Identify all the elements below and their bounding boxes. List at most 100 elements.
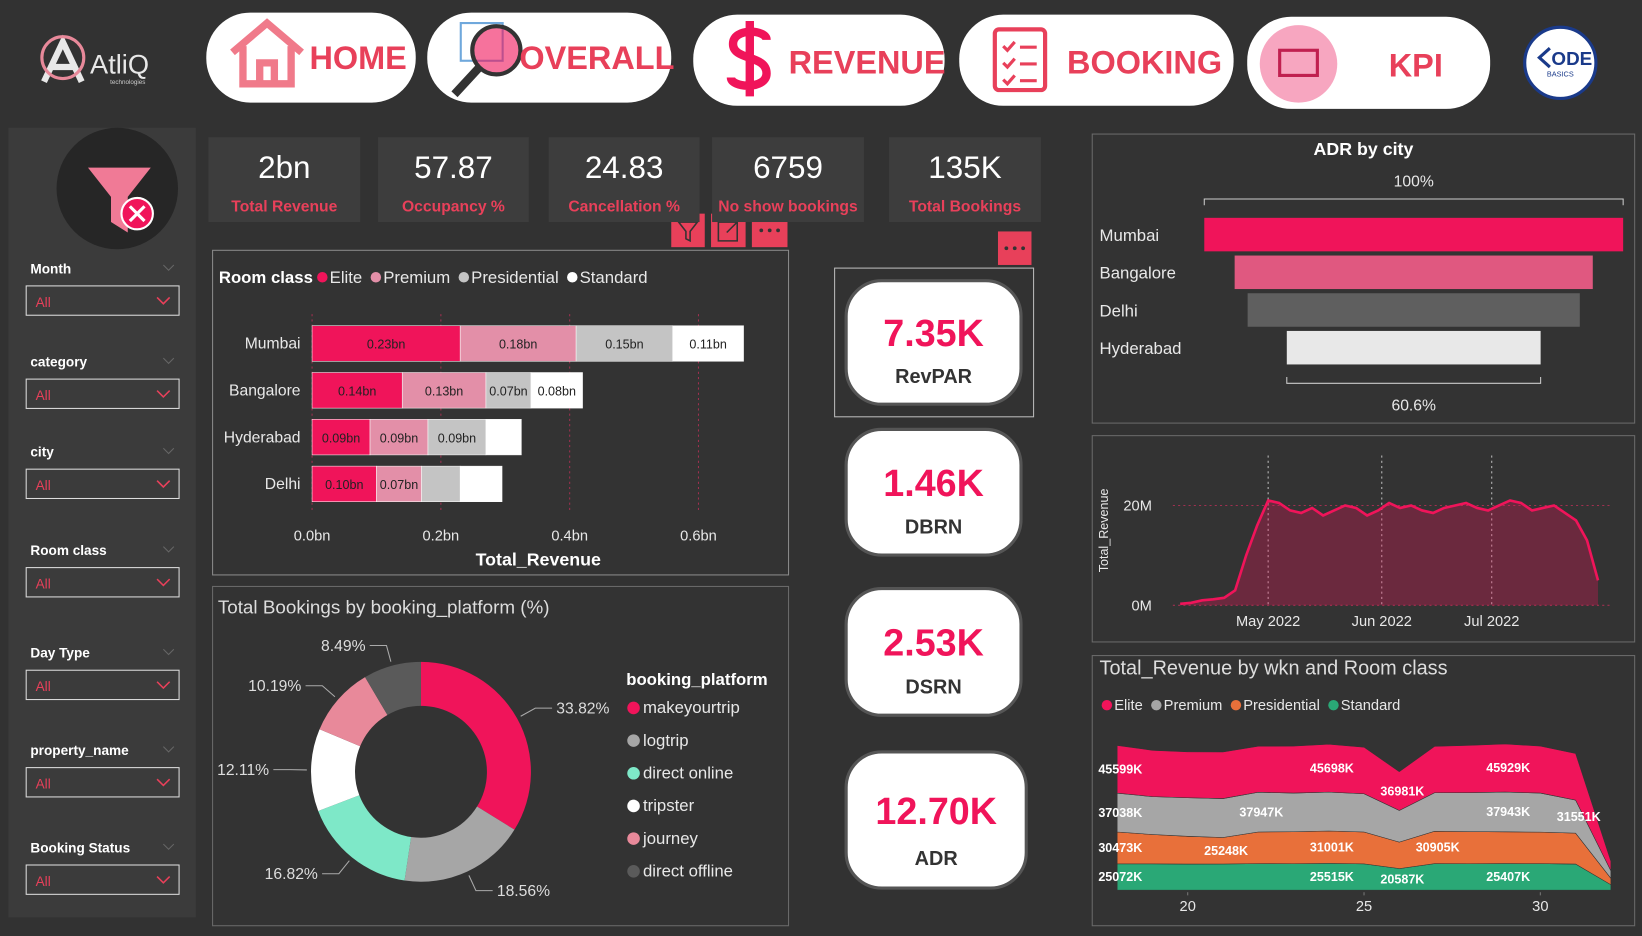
legend-marker <box>627 702 640 715</box>
metric-value: 12.70K <box>875 790 997 832</box>
filter-label: category <box>30 355 87 370</box>
metric-label: DBRN <box>905 517 962 539</box>
kpi-value: 135K <box>928 150 1001 185</box>
dropdown-value: All <box>36 295 51 310</box>
dropdown-value: All <box>36 874 51 889</box>
legend-marker <box>627 832 640 845</box>
dropdown-value: All <box>36 388 51 403</box>
dropdown-value: All <box>36 478 51 493</box>
nav-overall[interactable]: OVERALL <box>427 13 674 103</box>
x-tick-label: 20 <box>1180 899 1196 915</box>
kpi-icon <box>1260 25 1337 102</box>
data-label: 33.82% <box>556 700 609 717</box>
kpi-label: Total Bookings <box>909 199 1021 216</box>
x-tick-label: 30 <box>1532 899 1548 915</box>
filter-label: Month <box>30 261 71 276</box>
data-label: 0.08bn <box>538 385 576 399</box>
clear-filters[interactable] <box>57 128 178 249</box>
ribbon-band <box>1117 863 1611 890</box>
dropdown-value: All <box>36 777 51 792</box>
kpi-value: 24.83 <box>585 150 664 185</box>
legend-marker <box>1328 700 1338 710</box>
legend-title: booking_platform <box>626 670 767 689</box>
data-label: 0.13bn <box>425 385 463 399</box>
conversion-label: 60.6% <box>1391 398 1436 415</box>
dot <box>768 229 772 233</box>
data-label: 25515K <box>1310 870 1354 884</box>
legend-marker <box>1151 700 1161 710</box>
x-tick-label: May 2022 <box>1236 614 1300 630</box>
nav-booking[interactable]: BOOKING <box>959 15 1233 106</box>
conversion-label: 100% <box>1394 173 1434 190</box>
legend-marker <box>627 767 640 780</box>
funnel-bar <box>1204 218 1623 252</box>
kpi-label: No show bookings <box>718 199 858 216</box>
dot <box>776 229 780 233</box>
y-axis-title: Total_Revenue <box>1097 489 1111 573</box>
x-tick-label: 0.0bn <box>294 528 331 544</box>
data-label: 0.09bn <box>322 431 360 445</box>
dropdown-value: All <box>36 679 51 694</box>
legend-label: makeyourtrip <box>643 698 740 717</box>
metric-label: DSRN <box>905 677 961 699</box>
legend-label: journey <box>642 829 699 848</box>
y-tick-label: Mumbai <box>245 336 301 353</box>
legend-marker <box>317 272 327 282</box>
category-label: Mumbai <box>1100 226 1160 245</box>
nav-label: REVENUE <box>789 44 946 80</box>
legend-label: Presidential <box>471 268 559 287</box>
y-tick-label: Hyderabad <box>224 429 301 446</box>
filter-label: property_name <box>30 743 129 758</box>
kpi-label: Occupancy % <box>402 199 505 216</box>
legend-label: Premium <box>383 268 450 287</box>
nav-label: KPI <box>1389 47 1443 83</box>
category-label: Bangalore <box>1100 264 1176 283</box>
legend-marker <box>1231 700 1241 710</box>
nav-label: OVERALL <box>519 40 674 76</box>
data-label: 0.10bn <box>325 478 363 492</box>
data-label: 25072K <box>1098 870 1142 884</box>
y-tick-label: Delhi <box>265 476 301 493</box>
data-label: 0.09bn <box>380 431 418 445</box>
x-tick-label: Jul 2022 <box>1464 614 1519 630</box>
bar-segment <box>422 466 461 502</box>
data-label: 0.15bn <box>605 338 643 352</box>
nav-label: BOOKING <box>1067 44 1222 80</box>
nav-home[interactable]: HOME <box>206 13 415 103</box>
legend-label: Standard <box>1341 698 1400 714</box>
chart-title: ADR by city <box>1314 139 1414 159</box>
filter-label: city <box>30 445 54 460</box>
data-label: 18.56% <box>497 883 550 900</box>
legend-marker <box>627 734 640 747</box>
more-options-button[interactable] <box>998 231 1032 265</box>
nav-revenue[interactable]: REVENUE <box>693 15 945 106</box>
kpi-label: Total Revenue <box>231 199 337 216</box>
nav-label: HOME <box>309 40 406 76</box>
legend-marker <box>1102 700 1112 710</box>
dropdown-value: All <box>36 577 51 592</box>
data-label: 30905K <box>1416 841 1460 855</box>
filter-label: Day Type <box>30 646 90 661</box>
funnel-bar <box>1287 331 1541 365</box>
data-label: 37038K <box>1098 806 1142 820</box>
dot <box>1013 246 1017 250</box>
y-tick-label: Bangalore <box>229 383 301 400</box>
data-label: 25248K <box>1204 844 1248 858</box>
legend-label: Elite <box>1114 698 1143 714</box>
legend-marker <box>371 272 381 282</box>
dot <box>1021 246 1025 250</box>
metric-label: RevPAR <box>895 366 972 388</box>
x-axis-title: Total_Revenue <box>476 550 601 570</box>
nav-kpi[interactable]: KPI <box>1247 17 1490 109</box>
data-label: 0.07bn <box>380 478 418 492</box>
x-tick-label: 0.6bn <box>680 528 717 544</box>
legend-label: Elite <box>330 268 363 287</box>
bar-segment <box>460 466 502 502</box>
data-label: 37943K <box>1486 805 1530 819</box>
data-label: 30473K <box>1098 841 1142 855</box>
codebasics-logo: ODE BASICS <box>1525 27 1596 98</box>
x-tick-label: Jun 2022 <box>1352 614 1412 630</box>
x-tick-label: 0.4bn <box>551 528 588 544</box>
data-label: 0.09bn <box>438 431 476 445</box>
